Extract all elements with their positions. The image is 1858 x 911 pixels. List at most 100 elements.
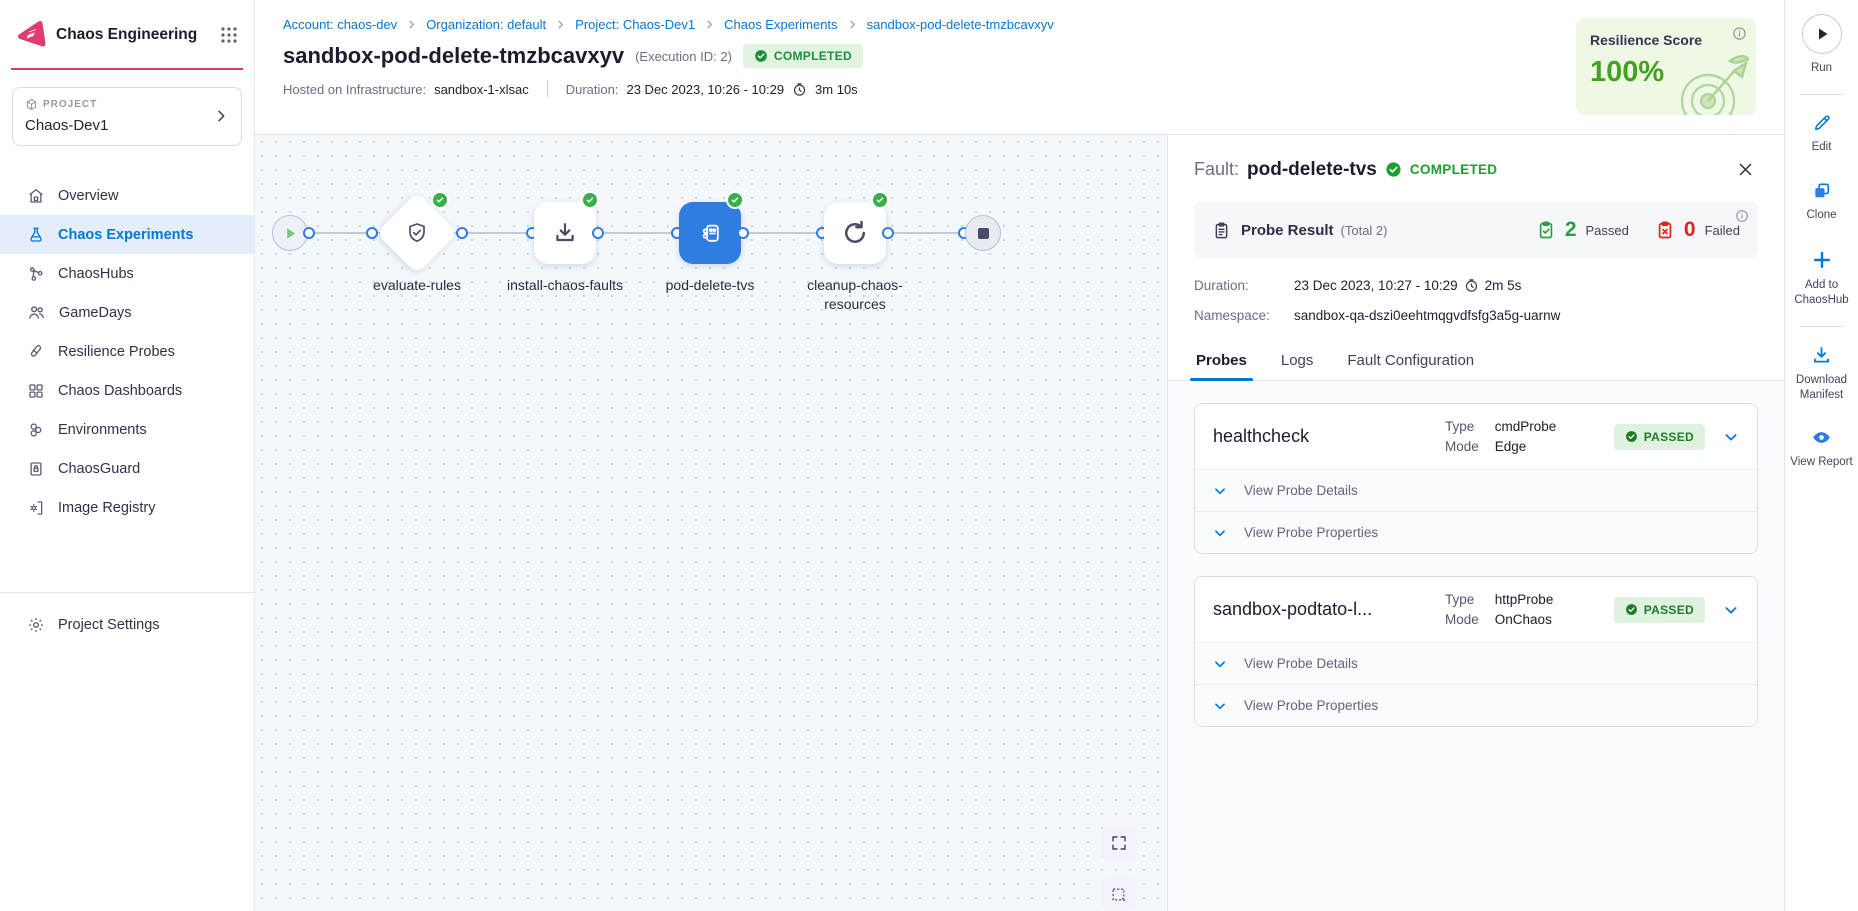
app-title: Chaos Engineering xyxy=(56,26,198,43)
divider xyxy=(1800,325,1843,327)
chaos-logo-icon xyxy=(16,20,46,50)
sidebar-item-gamedays[interactable]: GameDays xyxy=(0,293,254,332)
probe-tube-icon xyxy=(27,343,45,361)
target-illustration xyxy=(1660,43,1752,115)
view-probe-details-toggle[interactable]: View Probe Details xyxy=(1195,469,1757,511)
sidebar-item-overview[interactable]: Overview xyxy=(0,176,254,215)
view-probe-properties-toggle[interactable]: View Probe Properties xyxy=(1195,684,1757,726)
sidebar-item-chaos-dashboards[interactable]: Chaos Dashboards xyxy=(0,371,254,410)
chevron-down-icon[interactable] xyxy=(1723,429,1739,445)
fault-label: Fault: xyxy=(1194,159,1240,179)
project-name: Chaos-Dev1 xyxy=(25,117,109,134)
view-report-label: View Report xyxy=(1790,455,1853,468)
namespace-value: sandbox-qa-dszi0eehtmqgvdfsfg3a5g-uarnw xyxy=(1294,308,1561,323)
sidebar-item-chaoshubs[interactable]: ChaosHubs xyxy=(0,254,254,293)
guard-lock-icon xyxy=(27,460,45,478)
pipeline-node-cleanup-chaos-resources[interactable] xyxy=(824,202,886,264)
fullscreen-button[interactable] xyxy=(1101,825,1137,861)
passed-badge: PASSED xyxy=(1613,596,1705,623)
sidebar-item-environments[interactable]: Environments xyxy=(0,410,254,449)
clipboard-x-icon xyxy=(1655,220,1675,240)
chevron-down-icon[interactable] xyxy=(1723,602,1739,618)
sidebar-item-project-settings[interactable]: Project Settings xyxy=(0,605,254,644)
view-probe-properties-label: View Probe Properties xyxy=(1244,525,1379,540)
success-check-badge xyxy=(431,191,449,209)
passed-label: Passed xyxy=(1585,222,1629,238)
sidebar-item-label: Overview xyxy=(58,187,119,204)
pipeline-node-pod-delete-tvs[interactable] xyxy=(679,202,741,264)
mode-label: Mode xyxy=(1445,439,1479,454)
add-to-chaoshub-label: Add to ChaosHub xyxy=(1794,278,1849,306)
close-icon[interactable] xyxy=(1733,157,1758,182)
stop-icon xyxy=(977,227,989,239)
clock-icon xyxy=(792,82,807,97)
probe-card-sandbox-podtato: sandbox-podtato-l... Type httpProbe Mode… xyxy=(1194,576,1758,727)
view-probe-properties-toggle[interactable]: View Probe Properties xyxy=(1195,511,1757,553)
clipboard-check-icon xyxy=(1536,220,1556,240)
passed-badge: PASSED xyxy=(1613,423,1705,450)
probe-result-title: Probe Result xyxy=(1241,221,1334,239)
sidebar-item-image-registry[interactable]: Image Registry xyxy=(0,488,254,527)
clone-label: Clone xyxy=(1806,208,1837,221)
node-label: pod-delete-tvs xyxy=(665,277,755,293)
resilience-score-label: Resilience Score xyxy=(1590,32,1703,48)
view-probe-details-toggle[interactable]: View Probe Details xyxy=(1195,642,1757,684)
selection-mode-button[interactable] xyxy=(1101,877,1135,911)
sidebar-menu: Overview Chaos Experiments ChaosHubs Gam… xyxy=(0,176,254,527)
connector-port xyxy=(592,227,604,239)
divider xyxy=(1800,93,1843,95)
sidebar-item-chaosguard[interactable]: ChaosGuard xyxy=(0,449,254,488)
probe-result-summary: Probe Result (Total 2) 2 Passed 0 Failed xyxy=(1194,202,1758,258)
fault-name: pod-delete-tvs xyxy=(1247,158,1377,180)
pipeline-start-node[interactable] xyxy=(272,215,308,251)
add-to-chaoshub-button[interactable]: Add to ChaosHub xyxy=(1785,249,1858,308)
pod-fault-icon xyxy=(697,220,724,247)
info-icon[interactable] xyxy=(1732,26,1747,41)
view-probe-properties-label: View Probe Properties xyxy=(1244,698,1379,713)
chevron-down-icon xyxy=(1213,699,1227,713)
project-selector[interactable]: PROJECT Chaos-Dev1 xyxy=(12,87,242,146)
sidebar-item-resilience-probes[interactable]: Resilience Probes xyxy=(0,332,254,371)
probe-result-total: (Total 2) xyxy=(1340,222,1388,238)
breadcrumb-project[interactable]: Project: Chaos-Dev1 xyxy=(575,17,696,32)
view-report-button[interactable]: View Report xyxy=(1785,427,1858,470)
clone-button[interactable]: Clone xyxy=(1785,181,1858,223)
page-header: Account: chaos-dev Organization: default… xyxy=(255,0,1784,135)
pipeline-node-evaluate-rules[interactable] xyxy=(375,191,459,275)
pipeline-canvas[interactable]: evaluate-rules install-chaos-faults pod-… xyxy=(255,135,1167,911)
breadcrumb-account[interactable]: Account: chaos-dev xyxy=(283,17,398,32)
project-label: PROJECT xyxy=(43,99,98,110)
probe-name: healthcheck xyxy=(1213,426,1310,446)
download-manifest-button[interactable]: Download Manifest xyxy=(1785,345,1858,403)
module-grid-icon[interactable] xyxy=(220,26,238,44)
node-label: evaluate-rules xyxy=(373,277,461,293)
sidebar-item-chaos-experiments[interactable]: Chaos Experiments xyxy=(0,215,254,254)
duration-value: 23 Dec 2023, 10:26 - 10:29 xyxy=(626,81,785,97)
success-check-badge xyxy=(581,191,599,209)
info-icon[interactable] xyxy=(1735,209,1749,223)
fault-duration-value: 23 Dec 2023, 10:27 - 10:29 xyxy=(1294,278,1458,293)
tab-probes[interactable]: Probes xyxy=(1190,344,1253,381)
tab-fault-configuration[interactable]: Fault Configuration xyxy=(1347,352,1475,369)
breadcrumb-experiments[interactable]: Chaos Experiments xyxy=(724,17,838,32)
pipeline-end-node[interactable] xyxy=(965,215,1001,251)
refresh-icon xyxy=(840,218,870,248)
probe-name: sandbox-podtato-l... xyxy=(1213,599,1373,619)
resilience-score-value: 100% xyxy=(1590,56,1665,88)
breadcrumb-organization[interactable]: Organization: default xyxy=(426,17,547,32)
type-label: Type xyxy=(1445,419,1475,434)
sidebar-item-label: Image Registry xyxy=(58,499,156,516)
sidebar: Chaos Engineering PROJECT Chaos-Dev1 Ove… xyxy=(0,0,255,911)
fault-details-panel: Fault: pod-delete-tvs COMPLETED Probe Re… xyxy=(1167,135,1784,911)
probe-card-healthcheck: healthcheck Type cmdProbe Mode Edge PASS… xyxy=(1194,403,1758,554)
breadcrumb-current[interactable]: sandbox-pod-delete-tmzbcavxyv xyxy=(866,17,1054,32)
pipeline-node-install-chaos-faults[interactable] xyxy=(534,202,596,264)
run-button[interactable]: Run xyxy=(1785,14,1858,76)
tab-logs[interactable]: Logs xyxy=(1280,352,1314,369)
edit-button[interactable]: Edit xyxy=(1785,113,1858,155)
sidebar-item-label: ChaosGuard xyxy=(58,460,141,477)
hosted-label: Hosted on Infrastructure: xyxy=(283,81,427,97)
passed-count: 2 xyxy=(1564,218,1577,241)
node-label: cleanup-chaos-resources xyxy=(807,277,903,312)
shield-check-icon xyxy=(388,204,446,262)
